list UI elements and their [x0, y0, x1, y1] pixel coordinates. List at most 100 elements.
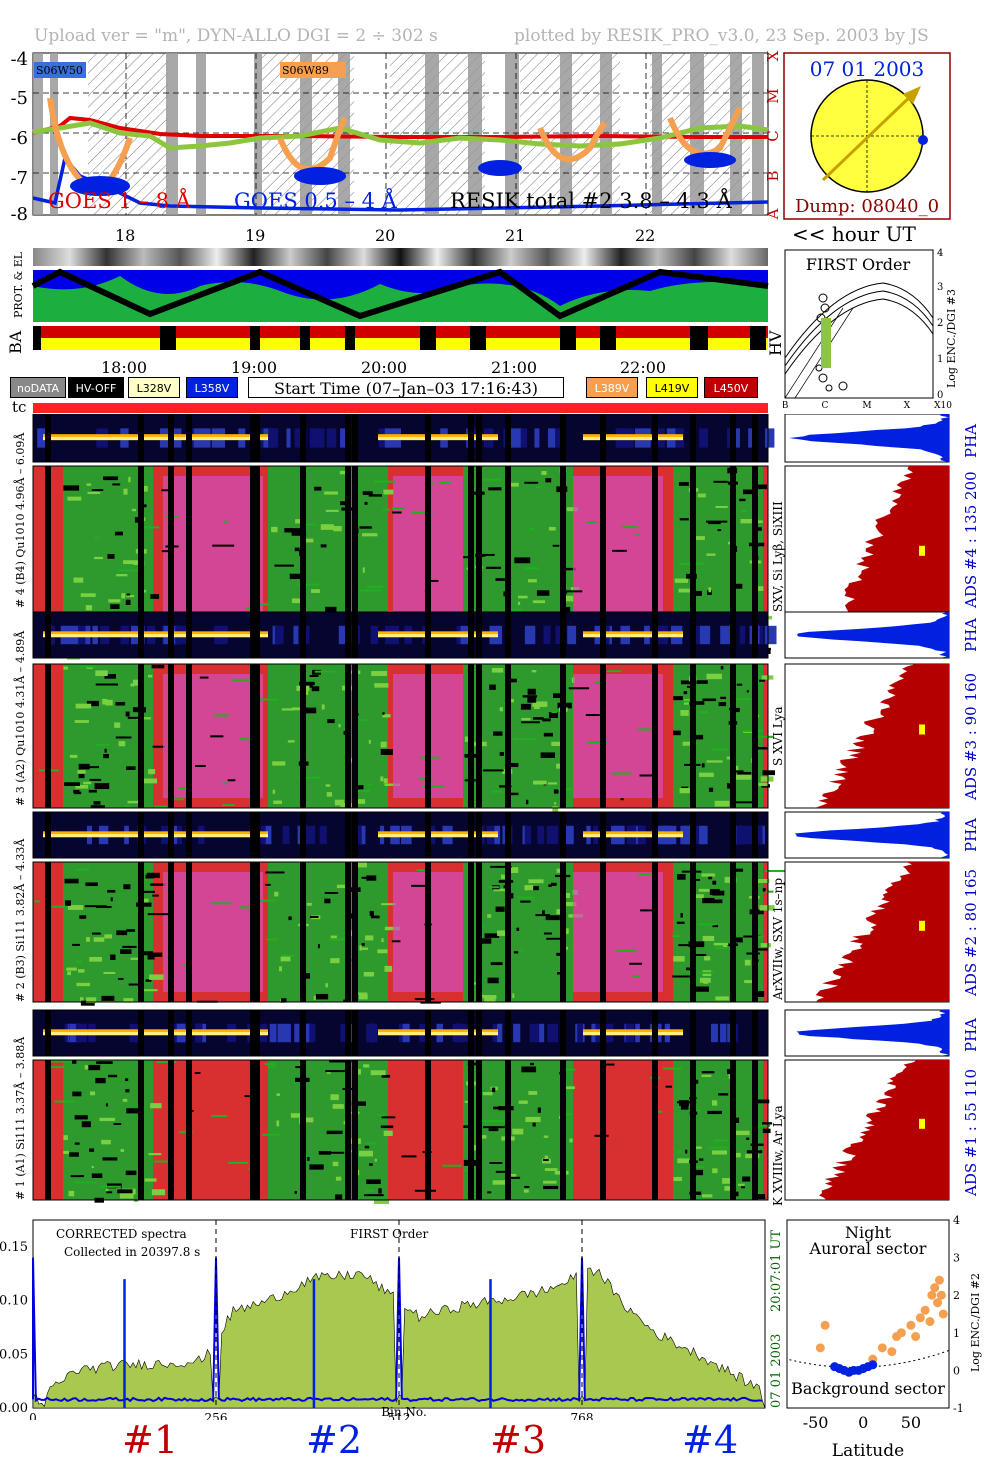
channel2-ion-label: ArXVIIw, SXV 1s–np	[771, 877, 785, 1000]
legend-l389v: L389V	[586, 377, 638, 398]
corrected-spectrum-chart: CORRECTED spectra Collected in 20397.8 s…	[0, 1219, 784, 1420]
pha-strip-1	[32, 1009, 769, 1057]
hour-tick-22: 22	[635, 226, 656, 245]
solar-axis-arrow	[821, 90, 917, 182]
spectrum-annotation-collected: Collected in 20397.8 s	[64, 1245, 200, 1259]
spectrum-ytick-2: 0.10	[0, 1294, 28, 1309]
class-a: A	[764, 208, 782, 220]
pha-strip-4	[32, 414, 775, 463]
ads-spectrogram-2	[32, 861, 788, 1006]
ads-spectrogram-1	[32, 1059, 773, 1204]
latitude-xlabel: Latitude	[832, 1441, 904, 1461]
hour-tick-21: 21	[505, 226, 526, 245]
spectrum-ytick-3: 0.15	[0, 1240, 28, 1255]
auroral-point-4	[887, 1347, 897, 1357]
hour-tick-20: 20	[375, 226, 396, 245]
first-order-ytick-2: 2	[937, 318, 943, 329]
hour-tick-18: 18	[115, 226, 136, 245]
upload-version-header: Upload ver = "m", DYN-ALLO DGI = 2 ÷ 302…	[34, 26, 438, 46]
first-order-title: FIRST Order	[806, 255, 911, 274]
legend-l358v: L358V	[186, 377, 238, 398]
first-order-xtick-x: X	[904, 401, 911, 410]
y-tick-labels: -4 -5 -6 -7 -8	[10, 49, 28, 224]
plotted-by-header: plotted by RESIK_PRO_v3.0, 23 Sep. 2003 …	[514, 26, 929, 46]
resik-quiet-curve	[32, 120, 769, 151]
latitude-xtick-2: 50	[901, 1413, 921, 1432]
orbit-zigzag	[31, 268, 769, 320]
latitude-ytick-4: 3	[953, 1252, 960, 1265]
channel1-ion-label: K XVIIIw, Ar Lya	[771, 1105, 785, 1206]
ads3-label: ADS #3 : 90 160	[962, 672, 980, 800]
ytick-minus8: -8	[10, 204, 28, 224]
latitude-ytick-5: 4	[953, 1214, 960, 1227]
channel3-label: # 3 (A2) Qu1010 4.31Å – 4.89Å	[14, 630, 27, 806]
goes1-curve	[32, 115, 768, 139]
pha-histogram-4	[784, 414, 950, 463]
class-x: X	[764, 50, 782, 61]
auroral-point-3	[877, 1343, 887, 1353]
ytick-minus7: -7	[10, 168, 28, 189]
auroral-point-11	[925, 1317, 935, 1327]
ads-spectrogram-3	[32, 663, 776, 813]
spectrum-xtick-2: 512	[388, 1411, 411, 1420]
spectrum-xtick-3: 768	[571, 1411, 594, 1420]
first-order-ytick-0: 0	[937, 390, 943, 401]
region-label-s06w50: S06W50	[36, 64, 83, 77]
goes-lightcurve-panel: -4 -5 -6 -7 -8 X M C B A S06W50 S06W89 G…	[10, 49, 782, 224]
auroral-point-15	[934, 1275, 944, 1285]
hour-ut-label: << hour UT	[792, 222, 916, 246]
spectrum-annotation-first-order: FIRST Order	[350, 1227, 428, 1241]
tc-strip	[33, 403, 768, 413]
first-order-ytick-4: 4	[937, 248, 943, 259]
pha-histogram-2	[784, 811, 950, 859]
segment-label-4: #4	[682, 1418, 739, 1462]
pha-histogram-3	[784, 611, 950, 659]
orbit-strip-panel	[31, 248, 769, 350]
time-tick-2200: 22:00	[620, 358, 667, 377]
auroral-point-16	[936, 1290, 946, 1300]
spectrum-xtick-0: 0	[29, 1411, 37, 1420]
latitude-ylabel: Log ENC./DGI #2	[969, 1273, 982, 1372]
channel3-ion-label: S XVI Lya	[771, 706, 785, 767]
class-c: C	[764, 130, 782, 141]
first-order-ylabel: Log ENC./DGI #3	[945, 289, 958, 388]
first-order-ytick-3: 3	[937, 282, 943, 293]
ads4-label: ADS #4 : 135 200	[962, 471, 980, 608]
pha4-label: PHA	[962, 423, 980, 458]
spectrum-xtick-1: 256	[205, 1411, 228, 1420]
latitude-title-auroral: Auroral sector	[809, 1239, 927, 1258]
auroral-point-6	[896, 1328, 906, 1338]
region-label-s06w89: S06W89	[282, 64, 329, 77]
prot-el-label: PROT. & EL	[12, 251, 25, 318]
latitude-ytick-2: 1	[953, 1327, 960, 1340]
latitude-ytick-0: -1	[953, 1402, 964, 1415]
background-spectrum-line	[32, 1257, 763, 1403]
latitude-xtick-1: 0	[858, 1413, 868, 1432]
spectrum-xlabel: Bin No.	[381, 1405, 427, 1419]
first-order-xtick-x10: X10	[934, 401, 952, 410]
auroral-point-1	[820, 1320, 830, 1330]
legend-l328v: L328V	[128, 377, 180, 398]
pha1-label: PHA	[962, 1017, 980, 1052]
latitude-ytick-3: 2	[953, 1289, 960, 1302]
legend-nodata: noDATA	[10, 377, 66, 398]
time-tick-1800: 18:00	[101, 358, 148, 377]
auroral-point-9	[915, 1313, 925, 1323]
first-order-xtick-c: C	[822, 401, 829, 410]
tc-label: tc	[12, 398, 27, 416]
ytick-minus4: -4	[10, 49, 28, 70]
class-m: M	[764, 88, 782, 103]
hour-tick-row: 18 19 20 21 22	[0, 226, 790, 248]
pha3-label: PHA	[962, 617, 980, 652]
first-order-panel: FIRST Order B C M X X10 0 1 2 3 4 Log EN…	[783, 248, 958, 410]
legend-goes05: GOES 0.5 – 4 Å	[234, 188, 398, 213]
time-tick-row: 18:00 19:00 20:00 21:00 22:00	[0, 358, 790, 378]
legend-hvoff: HV-OFF	[68, 377, 124, 398]
pha-histogram-1	[784, 1009, 950, 1057]
auroral-point-17	[938, 1309, 948, 1319]
legend-l419v: L419V	[646, 377, 698, 398]
channel4-ion-label: SXV, Si Lyβ, SiXIII	[771, 501, 785, 612]
segment-label-3: #3	[490, 1418, 547, 1462]
ytick-minus5: -5	[10, 88, 28, 109]
spectrum-annotation-corrected: CORRECTED spectra	[56, 1227, 187, 1241]
